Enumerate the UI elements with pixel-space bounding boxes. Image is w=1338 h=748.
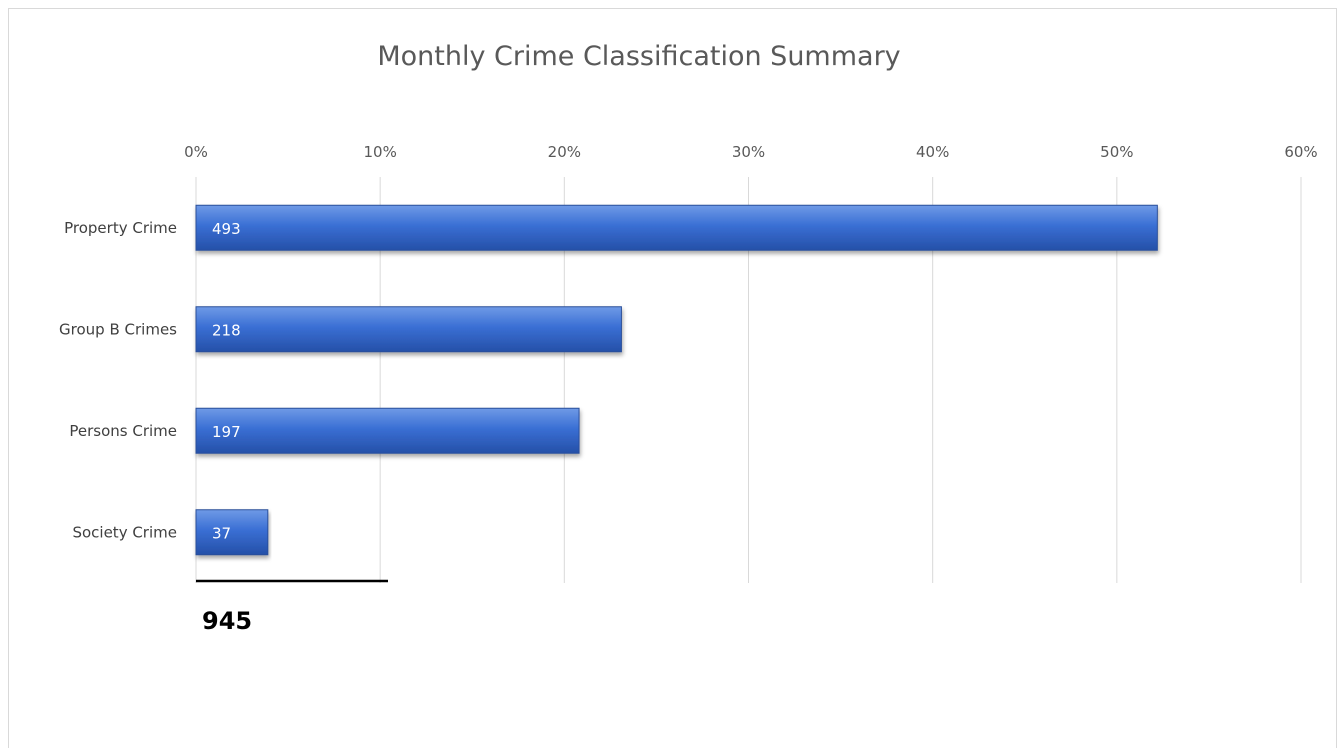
x-tick-label: 30% — [732, 143, 765, 161]
category-label: Property Crime — [64, 219, 177, 237]
category-label: Persons Crime — [69, 422, 177, 440]
data-label: 37 — [212, 524, 231, 542]
x-tick-label: 60% — [1284, 143, 1317, 161]
category-label: Society Crime — [72, 523, 177, 541]
category-labels: Property Crime Group B Crimes Persons Crim… — [59, 219, 177, 542]
x-tick-label: 0% — [184, 143, 208, 161]
bar-chart: Monthly Crime Classification Summary 0% 1… — [59, 41, 1318, 635]
bar — [195, 306, 622, 353]
data-label: 218 — [212, 321, 241, 339]
data-label: 493 — [212, 220, 241, 238]
total-count: 945 — [202, 607, 252, 635]
x-tick-label: 40% — [916, 143, 949, 161]
x-tick-label: 20% — [548, 143, 581, 161]
x-tick-label: 50% — [1100, 143, 1133, 161]
bar — [195, 407, 580, 454]
data-label: 197 — [212, 423, 241, 441]
chart-area: Monthly Crime Classification Summary 0% 1… — [8, 8, 1337, 748]
bar — [195, 509, 269, 556]
bars — [195, 204, 1158, 556]
x-axis-ticks: 0% 10% 20% 30% 40% 50% 60% — [184, 143, 1318, 161]
category-label: Group B Crimes — [59, 320, 177, 338]
bar — [195, 204, 1158, 251]
x-tick-label: 10% — [363, 143, 396, 161]
data-labels: 493 218 197 37 — [212, 220, 241, 543]
chart-title: Monthly Crime Classification Summary — [377, 41, 900, 72]
